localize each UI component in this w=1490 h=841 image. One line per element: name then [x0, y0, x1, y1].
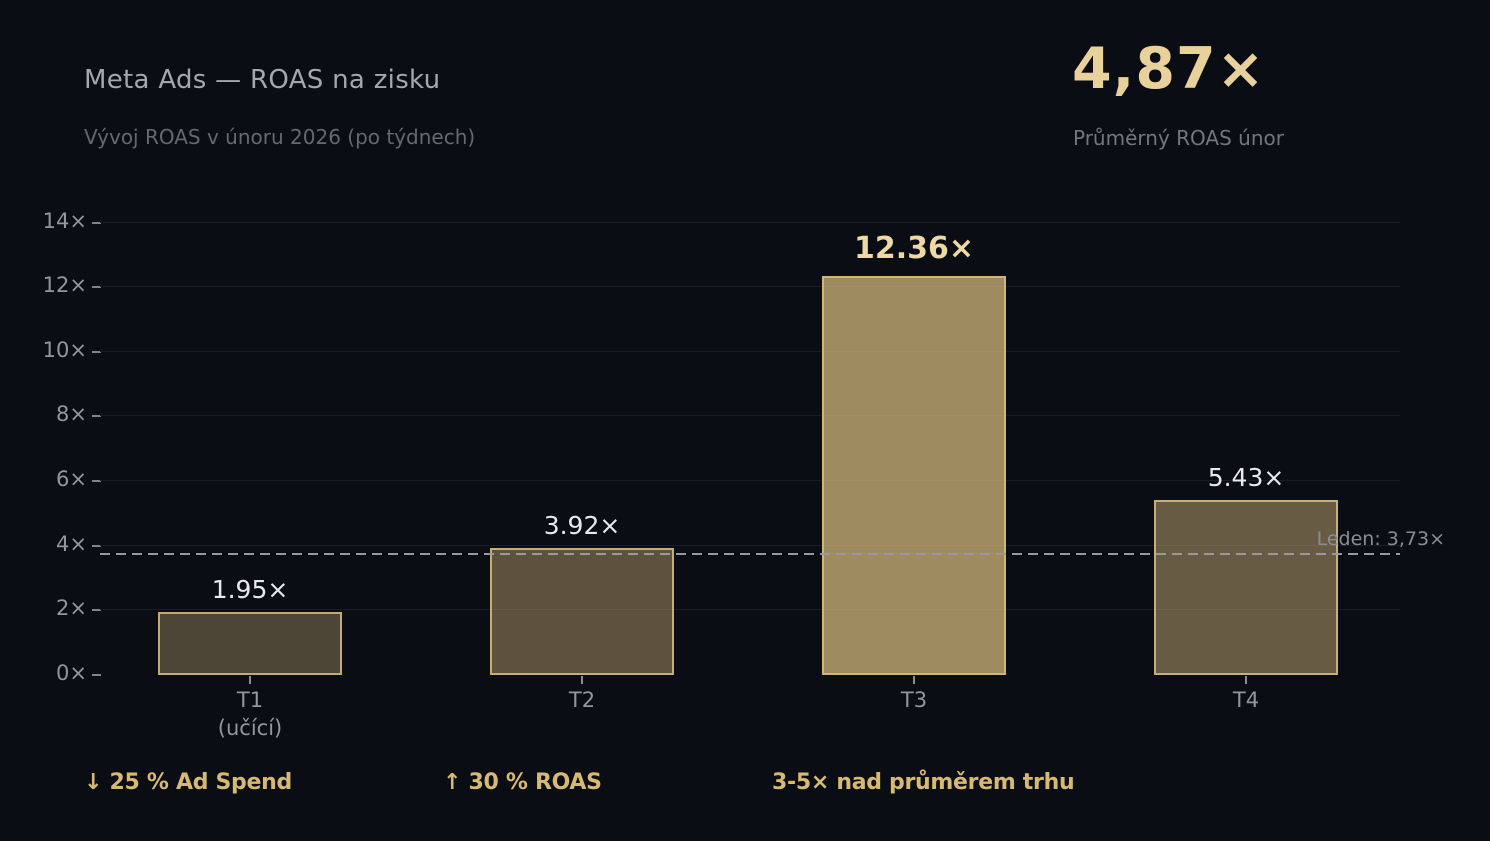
gridline — [100, 544, 1400, 546]
bar-value-label: 12.36× — [853, 230, 975, 266]
bar-value-label: 5.43× — [1207, 462, 1285, 492]
x-tick-mark — [1245, 676, 1247, 684]
chart-subtitle: Vývoj ROAS v únoru 2026 (po týdnech) — [84, 125, 476, 149]
plot-area: 1.95× T1 (učící) 3.92× T2 12.36× T3 5.43× T4 Lede… — [100, 190, 1445, 740]
x-tick-mark — [249, 676, 251, 684]
benchmark-line — [100, 553, 1400, 556]
x-tick-mark — [913, 676, 915, 684]
gridline — [100, 415, 1400, 417]
x-tick-label: T1 (učící) — [217, 688, 283, 740]
x-tick-label: T3 — [900, 688, 928, 712]
x-tick-label: T4 — [1232, 688, 1260, 712]
gridline — [100, 221, 1400, 223]
benchmark-label: Leden: 3,73× — [1316, 528, 1445, 551]
y-tick-label: 8× — [56, 402, 87, 427]
annotation-3: 3-5× nad průměrem trhu — [772, 770, 1075, 795]
bar-t2[interactable] — [490, 548, 674, 675]
y-tick-label: 12× — [42, 273, 87, 298]
annotation-1: ↓ 25 % Ad Spend — [84, 770, 292, 795]
annotation-2: ↑ 30 % ROAS — [443, 770, 602, 795]
gridline — [100, 609, 1400, 611]
gridline — [100, 286, 1400, 288]
y-tick-label: 4× — [56, 531, 87, 556]
bar-value-label: 3.92× — [543, 511, 621, 541]
chart-title: Meta Ads — ROAS na zisku — [84, 65, 441, 95]
y-tick-label: 10× — [42, 337, 87, 362]
bar-value-label: 1.95× — [211, 574, 289, 604]
x-tick-mark — [581, 676, 583, 684]
annotation-row: ↓ 25 % Ad Spend ↑ 30 % ROAS 3-5× nad průmě… — [0, 770, 1490, 800]
kpi-average-roas-label: Průměrný ROAS únor — [1073, 126, 1284, 150]
y-tick-label: 14× — [42, 208, 87, 233]
y-tick-label: 2× — [56, 596, 87, 621]
bar-t3[interactable] — [822, 275, 1006, 675]
gridline — [100, 350, 1400, 352]
y-tick-label: 6× — [56, 467, 87, 492]
bar-t1[interactable] — [158, 611, 342, 675]
x-tick-label: T2 — [568, 688, 596, 712]
bar-t4[interactable] — [1154, 499, 1338, 675]
gridline — [100, 480, 1400, 482]
y-tick-label: 0× — [56, 661, 87, 685]
kpi-average-roas: 4,87× — [1072, 36, 1266, 102]
